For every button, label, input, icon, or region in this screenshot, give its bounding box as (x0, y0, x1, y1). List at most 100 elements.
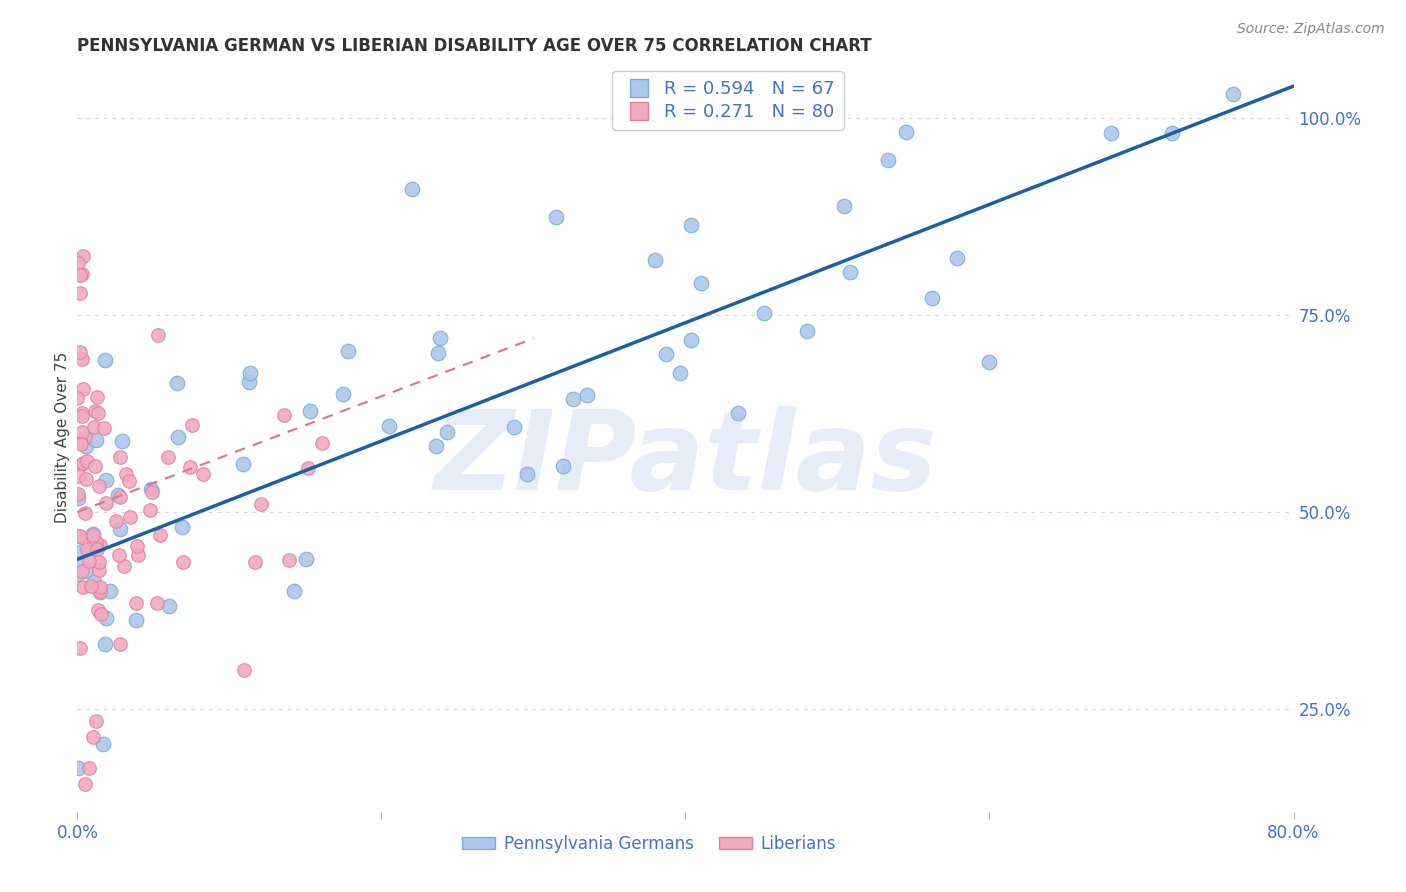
Point (93, 421, 115, 435)
Point (83, 575, 105, 590)
Point (108, 490, 131, 504)
Point (67, 487, 90, 501)
Point (575, 388, 598, 402)
Point (83, 403, 105, 417)
Point (111, 434, 134, 449)
Point (243, 555, 266, 569)
Point (107, 488, 129, 502)
Point (172, 520, 194, 534)
Point (70, 409, 93, 424)
Point (69, 344, 91, 359)
Point (689, 277, 711, 291)
Point (139, 482, 162, 496)
Point (139, 503, 162, 517)
Point (70, 458, 93, 472)
Point (72, 456, 94, 470)
Point (66, 391, 89, 405)
Point (297, 461, 319, 475)
Point (149, 528, 172, 542)
Point (83, 534, 105, 549)
Point (70, 558, 93, 572)
Point (108, 548, 131, 562)
Point (108, 522, 131, 536)
Point (378, 418, 401, 433)
Text: ZIPatlas: ZIPatlas (433, 406, 938, 513)
Text: PENNSYLVANIA GERMAN VS LIBERIAN DISABILITY AGE OVER 75 CORRELATION CHART: PENNSYLVANIA GERMAN VS LIBERIAN DISABILI… (77, 37, 872, 55)
Point (516, 467, 538, 481)
Point (75, 472, 97, 486)
Point (69, 268, 91, 283)
Text: Source: ZipAtlas.com: Source: ZipAtlas.com (1237, 22, 1385, 37)
Point (86, 406, 108, 420)
Point (70, 352, 93, 367)
Point (655, 346, 678, 360)
Point (112, 559, 135, 574)
Point (679, 334, 702, 348)
Point (72, 249, 94, 263)
Point (1161, 127, 1184, 141)
Point (89, 585, 111, 599)
Point (193, 467, 215, 482)
Point (669, 366, 692, 380)
Point (86, 541, 108, 556)
Point (179, 460, 201, 475)
Point (75, 564, 97, 578)
Point (84, 433, 107, 447)
Point (79, 761, 101, 775)
Point (426, 346, 449, 360)
Point (77, 554, 100, 568)
Point (87, 603, 110, 617)
Point (94, 496, 117, 510)
Point (82, 526, 104, 541)
Point (67, 469, 90, 483)
Point (503, 420, 526, 434)
Point (125, 613, 148, 627)
Point (82, 730, 104, 744)
Point (839, 265, 862, 279)
Point (94, 610, 117, 624)
Point (70, 425, 93, 439)
Point (232, 663, 254, 677)
Point (401, 181, 423, 195)
Point (70, 267, 93, 281)
Point (181, 418, 204, 433)
Point (127, 539, 149, 553)
Point (146, 596, 169, 610)
Point (125, 596, 148, 610)
Point (73, 506, 96, 520)
Point (82, 528, 104, 542)
Point (84, 535, 107, 549)
Point (277, 553, 299, 567)
Point (754, 306, 776, 320)
Point (76, 454, 98, 468)
Point (69, 640, 91, 655)
Point (332, 387, 354, 401)
Point (148, 328, 170, 343)
Point (232, 457, 254, 471)
Point (117, 475, 139, 489)
Point (166, 430, 188, 444)
Point (72, 406, 94, 420)
Point (80, 541, 103, 555)
Point (69, 285, 91, 300)
Point (83, 458, 105, 473)
Point (250, 497, 273, 511)
Point (75, 440, 97, 454)
Point (294, 552, 316, 566)
Point (120, 510, 142, 524)
Point (239, 366, 262, 380)
Point (166, 376, 188, 390)
Point (108, 450, 131, 464)
Point (283, 584, 305, 599)
Point (84, 714, 107, 728)
Point (273, 408, 295, 422)
Point (69, 434, 91, 448)
Point (796, 324, 818, 338)
Point (98, 583, 121, 598)
Point (832, 199, 855, 213)
Point (86, 390, 108, 404)
Point (73, 430, 96, 444)
Point (105, 514, 128, 528)
Point (70, 544, 93, 558)
Point (114, 467, 136, 482)
